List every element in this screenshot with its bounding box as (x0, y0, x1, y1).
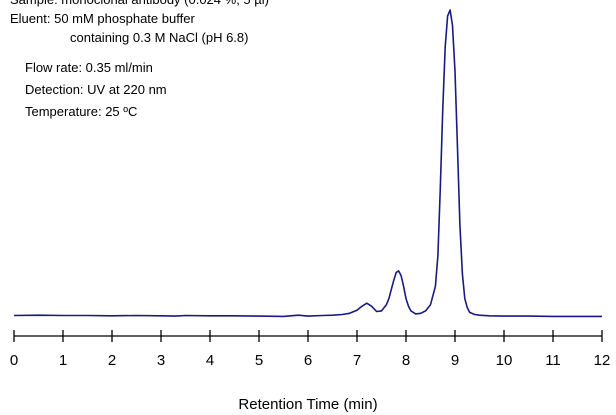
x-tick-label: 11 (545, 352, 561, 369)
x-tick-label: 12 (594, 352, 611, 369)
x-tick-label: 6 (304, 352, 312, 369)
x-tick-label: 8 (402, 352, 410, 369)
annotation-eluent-cont: containing 0.3 M NaCl (pH 6.8) (70, 30, 249, 45)
x-tick-label: 7 (353, 352, 361, 369)
annotation-flow-rate: Flow rate: 0.35 ml/min (25, 60, 153, 75)
x-tick-label: 1 (59, 352, 67, 369)
annotation-sample: Sample: monoclonal antibody (0.024 %, 5 … (10, 0, 269, 8)
annotation-temperature: Temperature: 25 ºC (25, 104, 138, 119)
annotation-eluent: Eluent: 50 mM phosphate buffer (10, 11, 195, 26)
x-tick-label: 5 (255, 352, 263, 369)
annotation-detection: Detection: UV at 220 nm (25, 82, 167, 97)
chromatogram-trace-0 (13, 9, 602, 318)
x-tick-label: 3 (157, 352, 165, 369)
plot-area (13, 9, 602, 318)
x-tick-label: 10 (496, 352, 513, 369)
x-tick-label: 2 (108, 352, 116, 369)
x-axis-ticks: 0 1 2 3 4 5 6 7 8 9 10 11 12 (10, 330, 611, 369)
x-tick-label: 4 (206, 352, 214, 369)
x-tick-label: 9 (451, 352, 459, 369)
x-axis-title: Retention Time (min) (238, 396, 377, 413)
x-tick-label: 0 (10, 352, 18, 369)
